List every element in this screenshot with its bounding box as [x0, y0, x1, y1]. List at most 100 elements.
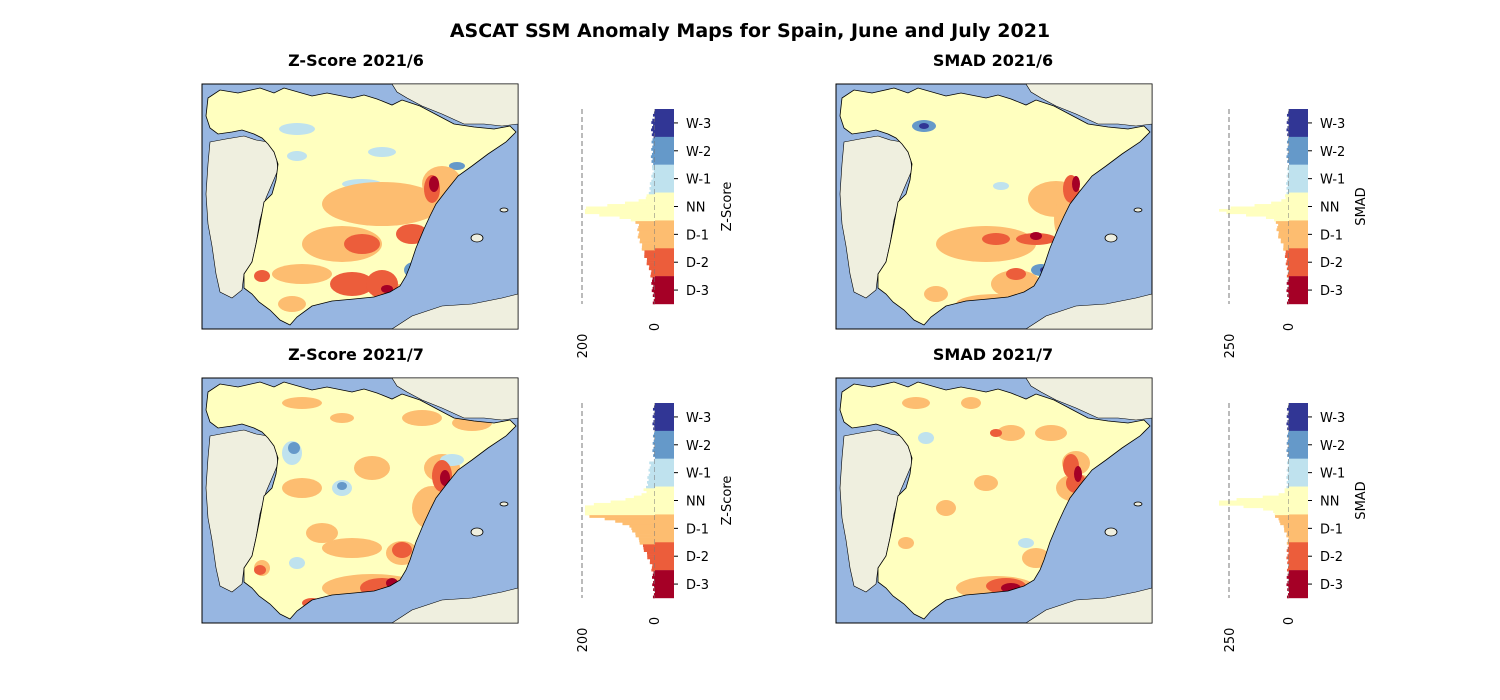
histogram-bar [637, 228, 655, 232]
anomaly-patch [1018, 538, 1034, 548]
histogram-bar [1284, 488, 1289, 492]
histogram-bar [1278, 233, 1289, 237]
histogram-bar [1287, 286, 1289, 290]
histogram-smad-june: 250 0 [1219, 109, 1297, 358]
colorbar-tick-label: W-3 [1320, 411, 1345, 426]
histogram-bar [1236, 498, 1289, 501]
colorbar-swatch-nn [655, 486, 674, 515]
histogram-bar [647, 481, 655, 484]
histogram-bar [652, 130, 655, 134]
africa-land [1024, 293, 1153, 330]
anomaly-patch [282, 478, 322, 498]
france-land [1025, 377, 1153, 421]
histogram-smad-july: 250 0 [1219, 403, 1297, 652]
colorbar-tick-label: W-1 [686, 173, 711, 188]
colorbar-swatch-d-1 [655, 220, 674, 249]
anomaly-patch [354, 456, 390, 480]
histogram-bar [653, 432, 655, 435]
colorbar-tick-label: NN [686, 201, 705, 216]
histogram-bar [1287, 299, 1289, 302]
histogram-bar [650, 559, 655, 562]
histogram-bar [653, 446, 655, 450]
panel-title-zscore-july: Z-Score 2021/7 [288, 345, 424, 364]
histogram-bar [652, 157, 655, 161]
histogram-bar [1288, 471, 1289, 474]
colorbar-swatch-d-1 [1289, 514, 1308, 543]
histogram-bar [650, 274, 655, 278]
histogram-bar [652, 286, 655, 290]
histogram-bar [641, 247, 655, 251]
colorbar-tick-label: D-3 [1320, 578, 1343, 593]
histogram-bar [1286, 532, 1289, 535]
histogram-bar [631, 527, 655, 531]
histogram-bar [1286, 549, 1289, 552]
histogram-max-tick: 250 [1223, 628, 1238, 653]
histogram-bar [651, 121, 655, 124]
colorbar-swatch-nn [655, 192, 674, 221]
map-zscore-july [201, 377, 519, 624]
histogram-bar [1287, 126, 1289, 129]
histogram-bar [1287, 427, 1289, 431]
histogram-bar [1287, 432, 1289, 435]
histogram-bar [1288, 559, 1289, 562]
histogram-bar [1286, 174, 1289, 178]
histogram-bar [629, 524, 655, 528]
histogram-bar [1287, 554, 1289, 557]
histogram-bar [622, 522, 655, 526]
histogram-bar [639, 240, 655, 244]
france-land [391, 377, 519, 421]
histogram-bar [1286, 148, 1289, 151]
anomaly-patch [282, 397, 322, 409]
histogram-bar [654, 417, 655, 421]
anomaly-patch [368, 147, 396, 157]
colorbar-label: Z-Score [720, 182, 735, 232]
anomaly-patch [1006, 268, 1026, 280]
histogram-bar [1286, 556, 1289, 560]
colorbar-tick-label: W-2 [686, 145, 711, 160]
histogram-bar [650, 463, 655, 467]
histogram-bar [1287, 257, 1289, 261]
colorbar-swatch-d-3 [655, 276, 674, 305]
histogram-bar [652, 442, 655, 445]
histogram-bar [1286, 568, 1289, 572]
histogram-bar [1287, 133, 1289, 137]
histogram-bar [1287, 179, 1289, 183]
anomaly-patch [1030, 232, 1042, 240]
histogram-bar [653, 111, 655, 115]
histogram-bar [1283, 524, 1289, 528]
colorbar-tick-label: W-2 [1320, 439, 1345, 454]
histogram-bar [653, 588, 655, 591]
histogram-bar [653, 454, 655, 457]
colorbar-tick-label: W-3 [686, 117, 711, 132]
histogram-bar [651, 568, 655, 572]
histogram-bar [1287, 561, 1289, 565]
histogram-bar [1286, 485, 1289, 489]
colorbar-swatch-d-2 [1289, 248, 1308, 277]
histogram-bar [1285, 196, 1289, 200]
anomaly-patch [1035, 425, 1067, 441]
histogram-bar [654, 424, 655, 428]
histogram-bar [638, 537, 655, 540]
histogram-bar [649, 561, 655, 565]
histogram-bar [1219, 502, 1289, 506]
histogram-bar [653, 162, 655, 166]
mallorca-island [1104, 527, 1118, 537]
histogram-bar [651, 128, 655, 132]
histogram-bar [641, 493, 655, 496]
histogram-zero-tick: 0 [1282, 323, 1297, 331]
histogram-bar [652, 177, 655, 180]
histogram-bar [1287, 118, 1289, 122]
histogram-bar [1279, 520, 1289, 523]
histogram-bar [599, 213, 655, 217]
histogram-bar [1283, 247, 1289, 251]
menorca-island [499, 501, 509, 507]
histogram-bar [652, 407, 655, 411]
histogram-bar [1288, 551, 1289, 555]
histogram-bar [1286, 595, 1289, 599]
histogram-bar [1286, 274, 1289, 278]
histogram-bar [1287, 272, 1289, 276]
histogram-bar [643, 488, 655, 492]
histogram-bar [644, 252, 655, 256]
